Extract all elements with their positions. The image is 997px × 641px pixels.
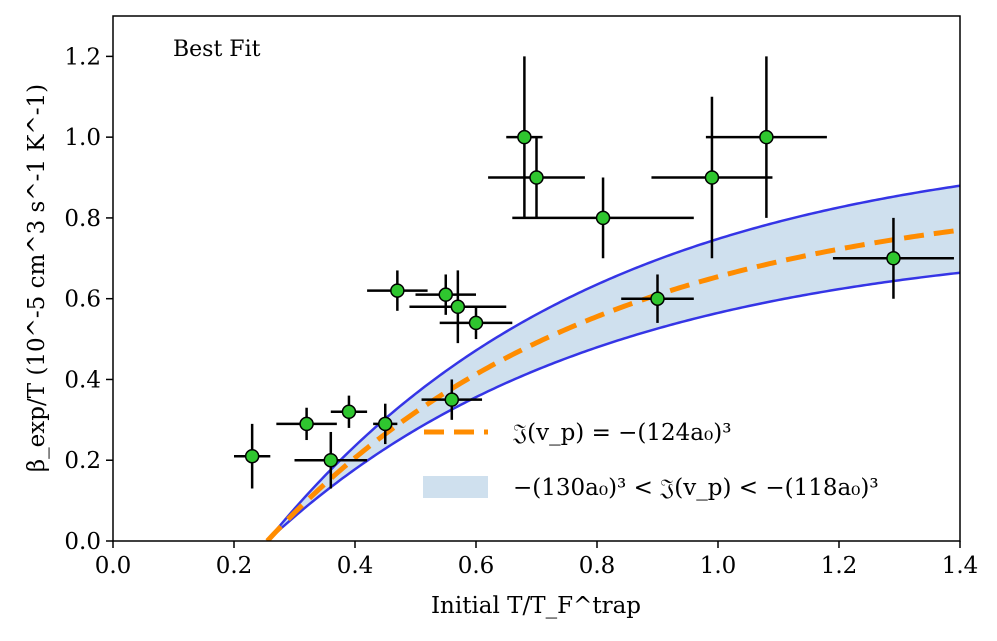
band-fill bbox=[267, 185, 960, 541]
data-marker bbox=[704, 170, 720, 185]
data-point bbox=[415, 274, 476, 315]
y-tick-label: 0.8 bbox=[64, 206, 101, 232]
data-point bbox=[651, 96, 773, 259]
data-marker bbox=[517, 129, 532, 145]
data-point bbox=[705, 56, 827, 218]
data-point bbox=[234, 423, 271, 489]
data-point bbox=[512, 177, 694, 259]
data-point bbox=[832, 217, 954, 299]
data-point bbox=[439, 306, 513, 340]
data-marker bbox=[438, 287, 453, 302]
y-tick-label: 0.0 bbox=[64, 529, 101, 555]
data-point bbox=[276, 407, 337, 441]
y-tick-label: 0.6 bbox=[64, 287, 101, 313]
x-tick-label: 0.4 bbox=[337, 553, 374, 579]
data-marker bbox=[759, 129, 774, 145]
y-tick-label: 1.2 bbox=[64, 44, 101, 70]
legend-label-fit: 𝔍(v_p) = −(124a₀)³ bbox=[512, 420, 731, 446]
data-marker bbox=[468, 315, 484, 331]
best-fit-dashed-line bbox=[265, 227, 960, 541]
data-marker bbox=[529, 170, 544, 185]
best-fit-layer bbox=[265, 227, 960, 541]
legend: 𝔍(v_p) = −(124a₀)³ −(130a₀)³ < 𝔍(v_p) < … bbox=[423, 420, 879, 501]
data-marker bbox=[595, 210, 611, 226]
data-marker bbox=[886, 251, 901, 266]
x-tick-label: 0.6 bbox=[458, 553, 495, 579]
legend-label-band: −(130a₀)³ < 𝔍(v_p) < −(118a₀)³ bbox=[513, 475, 879, 501]
data-point bbox=[409, 270, 507, 344]
data-point bbox=[621, 274, 694, 323]
data-points bbox=[234, 56, 954, 489]
data-marker bbox=[341, 404, 357, 420]
x-tick-label: 0.8 bbox=[579, 553, 616, 579]
data-point bbox=[367, 270, 428, 311]
data-marker bbox=[244, 448, 260, 464]
legend-band-swatch bbox=[423, 476, 488, 498]
y-tick-label: 1.0 bbox=[64, 125, 101, 151]
data-marker bbox=[378, 416, 393, 432]
data-marker bbox=[650, 291, 665, 306]
data-marker bbox=[299, 416, 314, 432]
band-lower-edge bbox=[266, 271, 960, 541]
data-point bbox=[488, 137, 585, 218]
data-point bbox=[294, 431, 368, 489]
x-tick-label: 1.2 bbox=[821, 553, 858, 579]
x-tick-label: 1.4 bbox=[942, 553, 979, 579]
y-axis-label: β_exp/T (10^-5 cm^3 s^-1 K^-1) bbox=[24, 84, 50, 472]
plot-frame bbox=[112, 15, 961, 542]
data-marker bbox=[444, 392, 460, 407]
x-tick-label: 0.0 bbox=[95, 553, 132, 579]
data-point bbox=[330, 395, 368, 428]
y-tick-label: 0.4 bbox=[64, 367, 101, 393]
y-axis-ticks: 0.0 0.2 0.4 0.6 0.8 1.0 1.2 bbox=[64, 44, 113, 555]
x-axis-ticks: 0.0 0.2 0.4 0.6 0.8 1.0 1.2 1.4 bbox=[95, 541, 979, 579]
data-marker bbox=[390, 283, 405, 298]
x-tick-label: 1.0 bbox=[700, 553, 737, 579]
data-marker bbox=[450, 299, 466, 315]
x-axis-label: Initial T/T_F^trap bbox=[431, 593, 641, 619]
best-fit-annotation: Best Fit bbox=[173, 37, 261, 62]
data-point bbox=[421, 379, 483, 420]
data-point bbox=[373, 403, 398, 445]
data-marker bbox=[323, 452, 339, 468]
y-tick-label: 0.2 bbox=[64, 448, 101, 474]
x-tick-label: 0.2 bbox=[216, 553, 253, 579]
